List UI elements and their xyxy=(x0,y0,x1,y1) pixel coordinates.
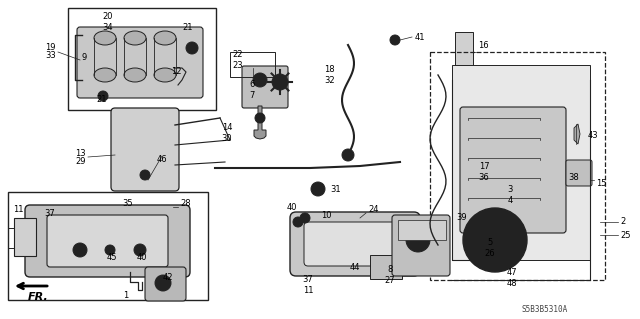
Text: 24: 24 xyxy=(368,205,378,214)
Text: 29: 29 xyxy=(76,157,86,166)
Text: 41: 41 xyxy=(415,33,426,41)
Text: 31: 31 xyxy=(330,184,340,194)
Text: 39: 39 xyxy=(457,213,467,222)
Circle shape xyxy=(475,220,515,260)
FancyBboxPatch shape xyxy=(566,160,592,186)
Polygon shape xyxy=(254,106,266,139)
Circle shape xyxy=(186,42,198,54)
Circle shape xyxy=(155,275,171,291)
Text: 6
7: 6 7 xyxy=(250,80,255,100)
Text: 14
30: 14 30 xyxy=(221,123,232,143)
FancyBboxPatch shape xyxy=(242,66,288,108)
Text: FR.: FR. xyxy=(28,292,49,302)
Circle shape xyxy=(255,113,265,123)
Bar xyxy=(68,8,216,110)
Text: 47
48: 47 48 xyxy=(507,268,517,288)
FancyBboxPatch shape xyxy=(460,107,566,233)
Text: 3
4: 3 4 xyxy=(508,185,513,205)
Text: 42: 42 xyxy=(163,273,173,283)
Bar xyxy=(398,220,446,240)
Text: 21: 21 xyxy=(97,95,108,105)
Text: 9: 9 xyxy=(81,54,86,63)
Text: 25: 25 xyxy=(620,231,630,240)
Text: 38: 38 xyxy=(568,174,579,182)
Polygon shape xyxy=(574,124,580,144)
FancyBboxPatch shape xyxy=(304,222,408,266)
Text: 10: 10 xyxy=(321,211,332,220)
Text: 8
27: 8 27 xyxy=(385,265,396,285)
Ellipse shape xyxy=(154,31,176,45)
Circle shape xyxy=(134,244,146,256)
Text: 11: 11 xyxy=(13,204,23,213)
Circle shape xyxy=(293,217,303,227)
Text: 45: 45 xyxy=(107,254,117,263)
Ellipse shape xyxy=(124,31,146,45)
Ellipse shape xyxy=(154,68,176,82)
Bar xyxy=(430,52,605,280)
Circle shape xyxy=(73,243,87,257)
Text: 17
36: 17 36 xyxy=(479,162,490,182)
Circle shape xyxy=(256,76,264,84)
Text: 37: 37 xyxy=(45,209,56,218)
Bar xyxy=(455,32,473,77)
Circle shape xyxy=(487,232,503,248)
Circle shape xyxy=(189,45,195,51)
Circle shape xyxy=(105,245,115,255)
Bar xyxy=(452,65,590,260)
Circle shape xyxy=(390,35,400,45)
Circle shape xyxy=(98,91,108,101)
Circle shape xyxy=(140,170,150,180)
Text: 22
23: 22 23 xyxy=(232,50,243,70)
Circle shape xyxy=(272,74,288,90)
Circle shape xyxy=(412,234,424,246)
Circle shape xyxy=(76,246,84,254)
Text: 37
11: 37 11 xyxy=(303,275,314,295)
FancyBboxPatch shape xyxy=(392,215,450,276)
Text: 1: 1 xyxy=(124,292,129,300)
Circle shape xyxy=(311,182,325,196)
FancyBboxPatch shape xyxy=(111,108,179,191)
Circle shape xyxy=(273,77,283,87)
Ellipse shape xyxy=(94,31,116,45)
Text: 18
32: 18 32 xyxy=(324,65,335,85)
Text: 43: 43 xyxy=(588,130,598,139)
Circle shape xyxy=(300,213,310,223)
Text: 13: 13 xyxy=(76,149,86,158)
Text: 28: 28 xyxy=(180,198,191,207)
Text: 44: 44 xyxy=(349,263,360,272)
FancyBboxPatch shape xyxy=(47,215,168,267)
Circle shape xyxy=(253,73,267,87)
Text: 46: 46 xyxy=(157,155,167,165)
Text: 5
26: 5 26 xyxy=(484,238,495,258)
Bar xyxy=(230,52,275,77)
FancyBboxPatch shape xyxy=(290,212,420,276)
Circle shape xyxy=(463,208,527,272)
Ellipse shape xyxy=(124,68,146,82)
Text: S5B3B5310A: S5B3B5310A xyxy=(522,306,568,315)
Text: 35: 35 xyxy=(123,198,133,207)
Text: 40: 40 xyxy=(287,204,297,212)
Bar xyxy=(370,255,402,279)
Text: 12: 12 xyxy=(171,68,181,77)
Circle shape xyxy=(406,228,430,252)
FancyBboxPatch shape xyxy=(145,267,186,301)
FancyBboxPatch shape xyxy=(25,205,190,277)
Text: 16: 16 xyxy=(478,41,488,49)
Text: 19: 19 xyxy=(45,43,56,53)
Ellipse shape xyxy=(94,68,116,82)
Circle shape xyxy=(342,149,354,161)
FancyBboxPatch shape xyxy=(77,27,203,98)
Bar xyxy=(14,218,36,256)
Circle shape xyxy=(393,38,397,42)
Text: 40: 40 xyxy=(137,253,147,262)
Text: 33: 33 xyxy=(45,51,56,61)
Text: 15: 15 xyxy=(596,179,607,188)
Text: 2: 2 xyxy=(620,218,625,226)
Bar xyxy=(8,192,208,300)
Text: 21: 21 xyxy=(183,24,193,33)
Text: 20
34: 20 34 xyxy=(102,12,113,32)
